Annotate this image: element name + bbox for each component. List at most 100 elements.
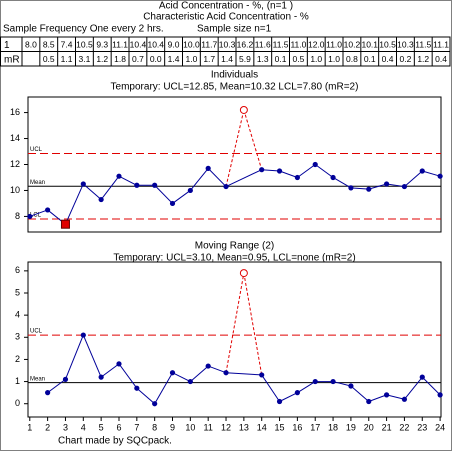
table-cell: 3.1 (79, 54, 91, 64)
connector (29, 209, 48, 217)
header-title: Acid Concentration - %, (n=1 ) (159, 1, 293, 12)
x-tick-label: 23 (417, 422, 427, 432)
table-cell: 10.4 (130, 40, 147, 50)
y-tick-label: 16 (10, 107, 20, 117)
point (437, 173, 443, 179)
excluded-connector (243, 272, 263, 376)
y-tick-label: 4 (15, 310, 20, 320)
point (98, 374, 104, 380)
point (98, 196, 104, 203)
table-cell: 0.5 (43, 54, 55, 64)
table-cell: 1.1 (61, 54, 73, 64)
x-tick-label: 22 (399, 422, 409, 432)
x-tick-label: 2 (45, 422, 50, 432)
table-cell: 11.0 (326, 40, 342, 50)
table-cell: 0.8 (346, 54, 358, 64)
point (187, 378, 193, 385)
table-cell: 12.0 (308, 40, 325, 50)
table-cell: 7.4 (61, 40, 73, 50)
y-tick-label: 14 (10, 133, 20, 143)
connector (225, 169, 262, 188)
point (348, 383, 354, 389)
point (152, 401, 158, 407)
point (134, 182, 140, 188)
connector (332, 177, 352, 189)
control-limit-label: LCL (30, 213, 42, 219)
chart-title: Individuals (211, 70, 258, 81)
x-tick-label: 12 (221, 422, 231, 432)
y-tick-label: 2 (15, 354, 20, 364)
table-cell: 9.3 (96, 40, 108, 50)
y-tick-label: 8 (15, 211, 20, 221)
table-cell: 11.0 (290, 40, 306, 50)
table-cell: 1.2 (96, 54, 108, 64)
y-tick-label: 3 (15, 332, 20, 342)
table-cell: 0.2 (400, 54, 412, 64)
table-cell: 10.3 (219, 40, 236, 50)
point (169, 370, 176, 376)
connector (208, 365, 227, 374)
excluded-point (239, 105, 248, 114)
connector (136, 387, 155, 405)
table-cell: 1.8 (114, 54, 126, 64)
table-cell: 5.9 (239, 54, 251, 64)
connector (350, 385, 370, 402)
connector (65, 334, 84, 380)
connector (100, 363, 120, 378)
table-cell: 10.4 (147, 40, 164, 50)
table-cell: 8.5 (43, 40, 55, 50)
x-tick-label: 10 (185, 422, 195, 432)
excluded-connector (225, 109, 245, 187)
point (187, 187, 193, 194)
point (276, 398, 283, 405)
table-cell: 1.4 (221, 54, 233, 64)
table-cell: 0.4 (382, 54, 394, 64)
connector (404, 376, 423, 400)
point (383, 392, 390, 398)
point (45, 390, 51, 396)
control-limit-label: UCL (30, 329, 43, 335)
table-cell: 11.1 (112, 40, 128, 50)
point (80, 332, 86, 338)
point (366, 186, 372, 192)
connector (386, 183, 405, 188)
point (223, 183, 229, 190)
x-tick-label: 7 (134, 422, 139, 432)
point (437, 392, 443, 398)
footer: Chart made by SQCpack. (58, 436, 172, 447)
table-cell: 10.5 (76, 40, 93, 50)
table-cell: 11.5 (273, 40, 289, 50)
point (205, 363, 211, 369)
table-cell: 1.0 (328, 54, 340, 64)
x-tick-label: 19 (346, 422, 356, 432)
connector (154, 184, 173, 204)
table-cell: 10.0 (183, 40, 200, 50)
chart-title: Moving Range (2) (195, 241, 274, 252)
table-cell: 1.4 (168, 54, 180, 64)
x-tick-label: 3 (63, 422, 68, 432)
x-tick-label: 14 (257, 422, 267, 432)
connector (82, 334, 102, 378)
x-tick-label: 18 (328, 422, 338, 432)
point (259, 167, 265, 173)
connector (279, 392, 298, 402)
table-cell: 0.7 (132, 54, 144, 64)
x-tick-label: 11 (204, 422, 213, 432)
x-tick-label: 16 (292, 422, 302, 432)
connector (332, 381, 352, 387)
connector (172, 190, 191, 204)
row-label: mR (4, 54, 20, 65)
table-cell: 11.5 (415, 40, 431, 50)
point (312, 378, 318, 385)
table-cell: 9.0 (168, 40, 180, 50)
table-cell: 0.4 (435, 54, 447, 64)
point (312, 161, 318, 168)
point (383, 181, 390, 187)
table-cell: 10.1 (361, 40, 378, 50)
connector (118, 363, 138, 389)
table-cell: 1.0 (186, 54, 198, 64)
point (294, 390, 300, 396)
connector (189, 168, 209, 191)
connector (47, 378, 66, 394)
table-cell: 0.1 (364, 54, 376, 64)
